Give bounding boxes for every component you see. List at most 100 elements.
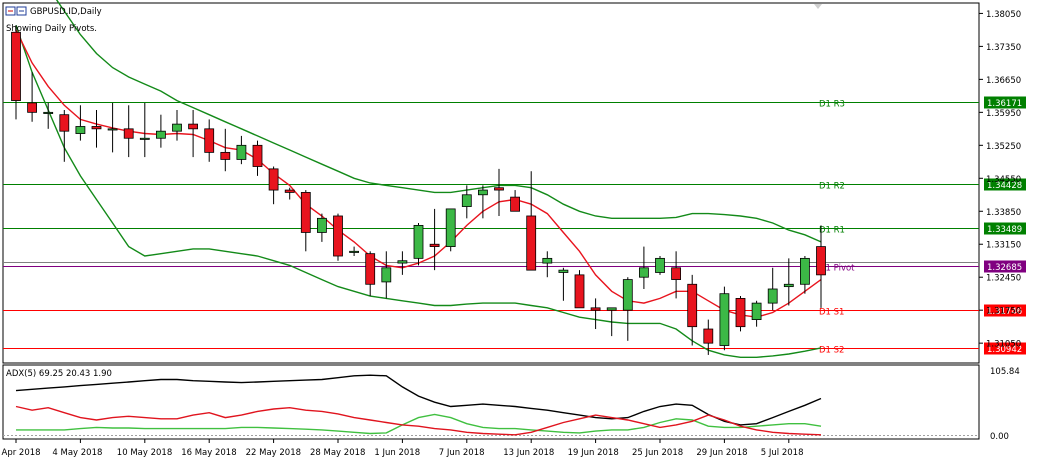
pivot-price-label: 1.34428 [987, 181, 1022, 191]
adx-lines: 105.84 0.00 [3, 367, 1020, 442]
pivot-price-label: 1.32685 [987, 263, 1022, 273]
bear-candle [574, 274, 585, 309]
bull-candle [397, 260, 408, 264]
adx-main-line [15, 374, 822, 426]
pivot-price-box [984, 260, 1026, 273]
adx-tick-label: 0.00 [990, 432, 1009, 442]
bull-candle [316, 217, 327, 233]
pivot-price-label: 1.31746 [987, 307, 1022, 317]
pivot-price-box [984, 222, 1026, 235]
time-tick-label: 16 May 2018 [181, 448, 236, 458]
bear-candle [220, 151, 231, 160]
pivot-price-label: 1.36171 [987, 99, 1022, 109]
time-tick-label: 10 May 2018 [117, 448, 172, 458]
time-tick-label: 1 Jun 2018 [374, 448, 420, 458]
price-tick-label: 1.36650 [986, 76, 1021, 86]
bull-candle [622, 279, 633, 311]
time-tick-label: 22 May 2018 [246, 448, 301, 458]
price-tick-label: 1.35250 [986, 142, 1021, 152]
bull-candle [172, 123, 182, 132]
upper-band-line [55, 0, 822, 243]
bear-candle [123, 128, 134, 139]
bull-candle [381, 267, 392, 283]
pivot-price-box [984, 178, 1026, 191]
bull-candle [349, 250, 360, 253]
bear-candle [188, 123, 199, 130]
pivot-label: D1 R3 [819, 100, 845, 110]
price-tick-label: 1.33150 [986, 241, 1021, 251]
bear-candle [816, 246, 826, 276]
bear-candle [494, 187, 504, 191]
price-axis: 1.38050 1.37350 1.36650 1.35950 1.35250 1.345… [979, 10, 1021, 350]
bull-candle [606, 307, 617, 311]
price-tick-label: 1.34550 [986, 175, 1021, 185]
pivot-label: D1 S2 [819, 346, 844, 356]
chart-title: GBPUSD.ID,Daily [30, 7, 102, 17]
bear-candle [671, 267, 681, 280]
bull-candle [800, 257, 810, 285]
bear-candle [590, 307, 601, 311]
bear-candle [687, 283, 698, 328]
bull-candle [783, 283, 794, 288]
bull-candle [655, 257, 665, 273]
bear-candle [429, 243, 440, 247]
time-tick-label: 28 May 2018 [310, 448, 365, 458]
bull-candle [139, 137, 150, 140]
adx-panel-frame [2, 364, 980, 440]
lower-band-line [15, 24, 822, 358]
pivot-label: D1 R2 [819, 182, 845, 192]
time-axis: 30 Apr 2018 4 May 2018 10 May 2018 16 May 2… [0, 439, 804, 458]
pivot-label: D1 R1 [819, 226, 845, 236]
bull-candle [236, 144, 247, 160]
bear-candle [300, 192, 311, 233]
time-tick-label: 4 May 2018 [52, 448, 102, 458]
price-tick-label: 1.32450 [986, 274, 1021, 284]
bull-candle [75, 126, 86, 134]
bear-candle [365, 253, 376, 285]
bull-candle [461, 194, 472, 207]
bull-candle [413, 224, 424, 259]
price-tick-label: 1.31050 [986, 340, 1021, 350]
time-tick-label: 5 Jul 2018 [761, 448, 804, 458]
time-tick-label: 30 Apr 2018 [0, 448, 41, 458]
bull-candle [155, 130, 166, 139]
bear-candle [735, 298, 746, 328]
bear-candle [204, 128, 215, 153]
bear-candle [252, 144, 263, 167]
bull-candle [542, 257, 553, 264]
adx-plus-di-line [16, 413, 822, 435]
bear-candle [27, 102, 38, 113]
pivot-price-label: 1.33489 [987, 225, 1022, 235]
bear-candle [526, 215, 537, 271]
bear-candle [268, 168, 279, 191]
bear-candle [703, 328, 714, 344]
price-tick-label: 1.35950 [986, 109, 1021, 119]
bull-candle [477, 189, 488, 196]
price-tick-label: 1.38050 [986, 10, 1021, 20]
price-tick-label: 1.31750 [986, 307, 1021, 317]
window-icon [5, 6, 27, 16]
bear-candle [510, 196, 521, 212]
bear-candle [59, 114, 70, 132]
adx-tick-label: 105.84 [990, 367, 1020, 377]
bull-candle [767, 288, 778, 304]
candles [11, 25, 826, 355]
price-tick-label: 1.33850 [986, 208, 1021, 218]
pivot-price-box [984, 304, 1026, 317]
bear-candle [333, 215, 343, 257]
pivot-price-box [984, 342, 1026, 355]
bear-candle [11, 31, 21, 101]
adx-minus-di-line [15, 405, 822, 436]
bear-candle [284, 189, 295, 193]
bull-candle [107, 128, 118, 131]
time-tick-label: 13 Jun 2018 [503, 448, 554, 458]
price-tick-label: 1.37350 [986, 43, 1021, 53]
bull-candle [445, 208, 456, 247]
scroll-marker-icon[interactable] [814, 4, 822, 9]
time-tick-label: 19 Jun 2018 [568, 448, 619, 458]
chart-subtitle: Showing Daily Pivots. [6, 24, 97, 34]
time-tick-label: 29 Jun 2018 [696, 448, 747, 458]
bull-candle [639, 267, 649, 278]
pivot-price-box [984, 96, 1026, 109]
